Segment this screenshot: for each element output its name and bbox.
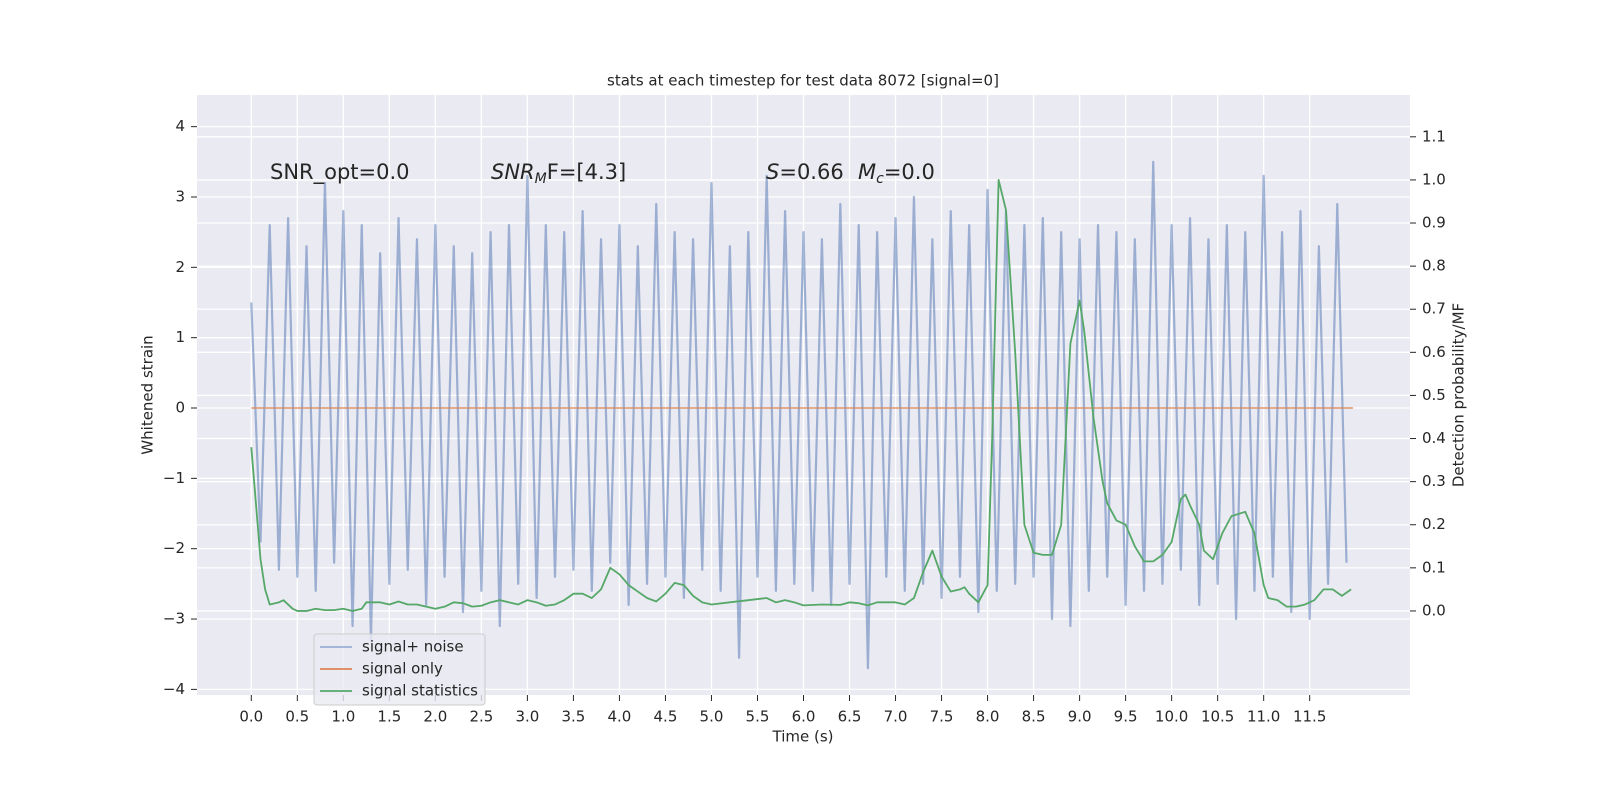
y-tick-label: −2 bbox=[163, 539, 185, 557]
y-axis-label: Whitened strain bbox=[139, 335, 157, 454]
annotation-part: S bbox=[766, 160, 779, 184]
annotation: SNRMF=[4.3] bbox=[491, 160, 626, 187]
x-tick-label: 4.0 bbox=[608, 708, 632, 726]
x-axis-label: Time (s) bbox=[772, 728, 834, 746]
y2-tick-label: 0.3 bbox=[1422, 472, 1446, 490]
x-tick-label: 3.0 bbox=[515, 708, 539, 726]
annotation-part: F=[4.3] bbox=[547, 160, 626, 184]
y2-tick-label: 0.9 bbox=[1422, 214, 1446, 232]
x-tick-label: 7.5 bbox=[930, 708, 954, 726]
y2-tick-label: 0.0 bbox=[1422, 601, 1446, 619]
x-tick-label: 8.0 bbox=[976, 708, 1000, 726]
series-line bbox=[250, 179, 1352, 612]
x-tick-label: 11.0 bbox=[1247, 708, 1280, 726]
y-tick-label: 4 bbox=[175, 117, 185, 135]
y2-tick-label: 0.8 bbox=[1422, 257, 1446, 275]
legend-box bbox=[313, 633, 486, 706]
annotation-part: c bbox=[876, 171, 884, 187]
x-tick-label: 9.0 bbox=[1068, 708, 1092, 726]
annotation: S=0.66 bbox=[766, 160, 844, 184]
x-tick-label: 2.0 bbox=[423, 708, 447, 726]
x-tick-label: 6.0 bbox=[792, 708, 816, 726]
chart-title: stats at each timestep for test data 807… bbox=[607, 72, 999, 90]
x-tick-label: 2.5 bbox=[469, 708, 493, 726]
y-tick-label: −1 bbox=[163, 469, 185, 487]
x-tick-label: 1.5 bbox=[377, 708, 401, 726]
y2-tick-label: 0.7 bbox=[1422, 300, 1446, 318]
y2-tick-label: 0.2 bbox=[1422, 515, 1446, 533]
y-tick-label: 2 bbox=[175, 258, 185, 276]
x-tick-label: 5.5 bbox=[746, 708, 770, 726]
y-tick-label: 1 bbox=[175, 328, 185, 346]
annotation-part: SNR bbox=[491, 160, 535, 184]
annotation-part: M bbox=[535, 171, 547, 187]
y2-tick-label: 0.5 bbox=[1422, 386, 1446, 404]
y2-tick-label: 0.4 bbox=[1422, 429, 1446, 447]
annotation-part: SNR_opt=0.0 bbox=[270, 160, 410, 185]
x-tick-label: 0.0 bbox=[239, 708, 263, 726]
legend-label: signal+ noise bbox=[362, 638, 464, 656]
y2-tick-label: 0.1 bbox=[1422, 558, 1446, 576]
annotation-part: M bbox=[858, 160, 876, 184]
annotation: SNR_opt=0.0 bbox=[270, 160, 410, 185]
y-tick-label: 0 bbox=[175, 399, 185, 417]
annotation-part: =0.0 bbox=[884, 160, 935, 184]
x-tick-label: 3.5 bbox=[561, 708, 585, 726]
x-tick-label: 0.5 bbox=[285, 708, 309, 726]
y2-tick-label: 0.6 bbox=[1422, 343, 1446, 361]
annotation-part: =0.66 bbox=[779, 160, 843, 184]
x-tick-label: 6.5 bbox=[838, 708, 862, 726]
y-tick-label: 3 bbox=[175, 187, 185, 205]
x-tick-label: 9.5 bbox=[1114, 708, 1138, 726]
legend-label: signal only bbox=[362, 660, 443, 678]
x-tick-label: 4.5 bbox=[654, 708, 678, 726]
x-tick-label: 7.0 bbox=[884, 708, 908, 726]
x-tick-label: 8.5 bbox=[1022, 708, 1046, 726]
x-tick-label: 11.5 bbox=[1293, 708, 1326, 726]
y2-tick-label: 1.1 bbox=[1422, 127, 1446, 145]
legend-label: signal statistics bbox=[362, 682, 478, 700]
x-tick-label: 1.0 bbox=[331, 708, 355, 726]
y2-tick-label: 1.0 bbox=[1422, 170, 1446, 188]
y-tick-label: −4 bbox=[163, 680, 185, 698]
annotation: Mc=0.0 bbox=[858, 160, 935, 187]
x-tick-label: 5.0 bbox=[700, 708, 724, 726]
x-tick-label: 10.0 bbox=[1155, 708, 1188, 726]
y2-axis-label: Detection probability/MF bbox=[1450, 303, 1468, 487]
x-tick-label: 10.5 bbox=[1201, 708, 1234, 726]
y-tick-label: −3 bbox=[163, 610, 185, 628]
